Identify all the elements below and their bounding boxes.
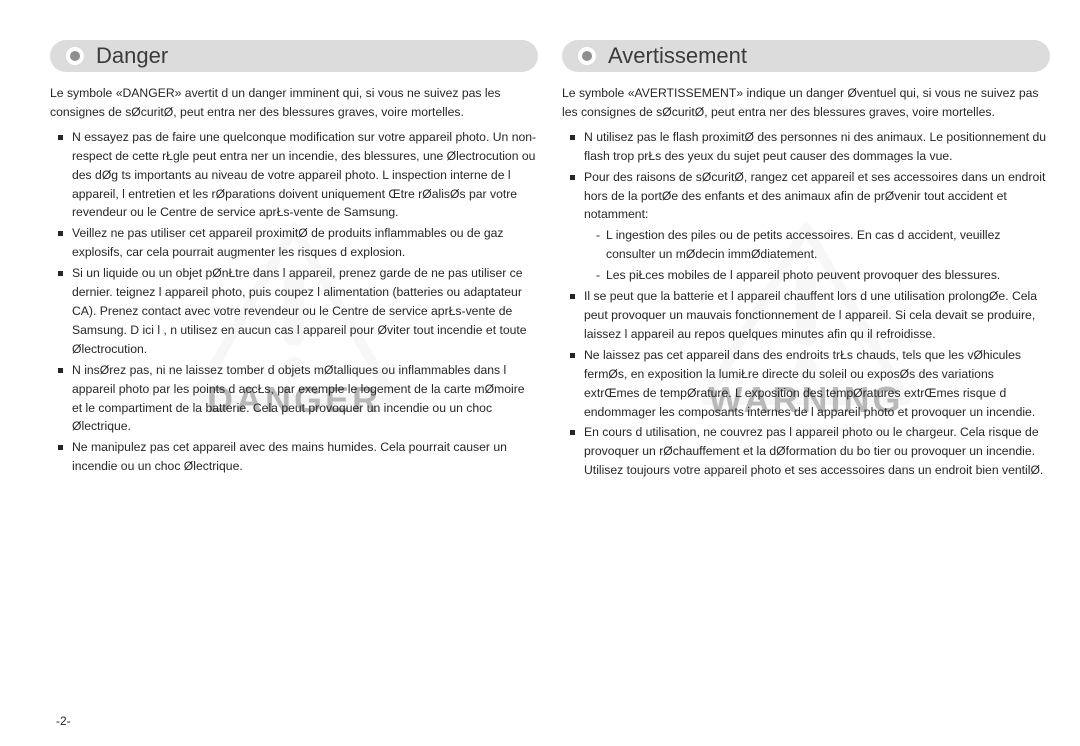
right-body: Le symbole «AVERTISSEMENT» indique un da…	[562, 84, 1050, 480]
list-item: Si un liquide ou un objet pØnŁtre dans l…	[58, 264, 538, 359]
sub-list: L ingestion des piles ou de petits acces…	[584, 226, 1050, 285]
page: DANGER Danger Le symbole «DANGER» averti…	[0, 0, 1080, 746]
list-item: Ne manipulez pas cet appareil avec des m…	[58, 438, 538, 476]
left-body: Le symbole «DANGER» avertit d un danger …	[50, 84, 538, 476]
list-item: N insØrez pas, ni ne laissez tomber d ob…	[58, 361, 538, 437]
bullet-decor-icon	[578, 47, 596, 65]
left-column: DANGER Danger Le symbole «DANGER» averti…	[50, 40, 538, 726]
list-item: Il se peut que la batterie et l appareil…	[570, 287, 1050, 344]
left-header: Danger	[50, 40, 538, 72]
list-item: Pour des raisons de sØcuritØ, rangez cet…	[570, 168, 1050, 285]
sub-list-item: L ingestion des piles ou de petits acces…	[596, 226, 1050, 264]
page-number: -2-	[56, 714, 71, 728]
right-header: Avertissement	[562, 40, 1050, 72]
right-intro: Le symbole «AVERTISSEMENT» indique un da…	[562, 84, 1050, 122]
bullet-decor-icon	[66, 47, 84, 65]
left-intro: Le symbole «DANGER» avertit d un danger …	[50, 84, 538, 122]
list-item: En cours d utilisation, ne couvrez pas l…	[570, 423, 1050, 480]
right-bullet-list: N utilisez pas le flash proximitØ des pe…	[562, 128, 1050, 480]
left-title: Danger	[96, 43, 168, 69]
list-item: Ne laissez pas cet appareil dans des end…	[570, 346, 1050, 422]
list-item: N essayez pas de faire une quelconque mo…	[58, 128, 538, 223]
list-item: Veillez ne pas utiliser cet appareil pro…	[58, 224, 538, 262]
sub-list-item: Les piŁces mobiles de l appareil photo p…	[596, 266, 1050, 285]
left-bullet-list: N essayez pas de faire une quelconque mo…	[50, 128, 538, 476]
right-column: WARNING Avertissement Le symbole «AVERTI…	[562, 40, 1050, 726]
list-item: N utilisez pas le flash proximitØ des pe…	[570, 128, 1050, 166]
right-title: Avertissement	[608, 43, 747, 69]
